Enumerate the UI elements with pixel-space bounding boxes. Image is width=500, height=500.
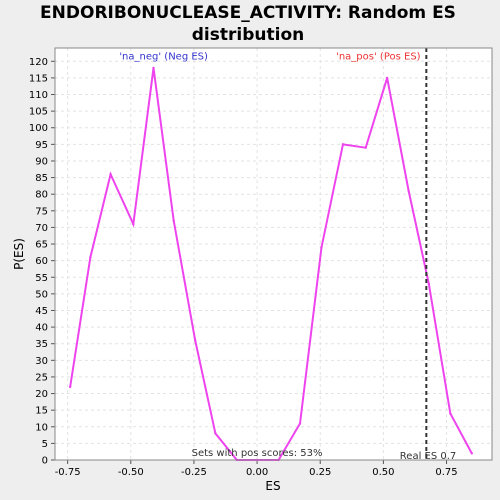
es-data-point — [449, 412, 452, 415]
x-tick-label: -0.50 — [118, 467, 144, 478]
y-tick-label: 105 — [29, 107, 48, 118]
y-tick-label: 90 — [35, 156, 48, 167]
es-distribution-points — [68, 66, 473, 462]
es-data-point — [470, 452, 473, 455]
y-tick-label: 120 — [29, 57, 48, 68]
y-tick-label: 15 — [35, 406, 48, 417]
x-tick-label: 0.25 — [309, 467, 331, 478]
y-tick-label: 60 — [35, 256, 48, 267]
x-axis-ticks: -0.75 -0.50 -0.25 0.00 0.25 0.50 0.75 — [55, 460, 458, 478]
neg-es-label: 'na_neg' (Neg ES) — [119, 52, 208, 63]
es-data-point — [320, 246, 323, 249]
y-tick-label: 75 — [35, 206, 48, 217]
y-tick-label: 45 — [35, 306, 48, 317]
y-tick-label: 25 — [35, 372, 48, 383]
x-tick-label: 0.00 — [246, 467, 268, 478]
y-tick-label: 5 — [42, 439, 48, 450]
es-data-point — [172, 219, 175, 222]
y-tick-label: 110 — [29, 90, 48, 101]
y-tick-label: 85 — [35, 173, 48, 184]
es-data-point — [214, 432, 217, 435]
x-tick-label: -0.25 — [181, 467, 207, 478]
es-data-point — [132, 222, 135, 226]
y-tick-label: 95 — [35, 140, 48, 151]
y-tick-label: 100 — [29, 123, 48, 134]
es-data-point — [89, 256, 92, 259]
pos-es-label: 'na_pos' (Pos ES) — [336, 52, 421, 63]
y-tick-label: 70 — [35, 223, 48, 234]
plot-border — [54, 47, 493, 461]
y-tick-label: 65 — [35, 240, 48, 251]
es-data-point — [407, 189, 410, 193]
y-axis-ticks: 0 5 10 15 20 25 30 35 40 45 50 55 60 65 70 75 80 85 90 95 10… — [29, 57, 55, 467]
es-data-point — [152, 66, 155, 70]
y-tick-label: 20 — [35, 389, 48, 400]
chart-title-line1: ENDORIBONUCLEASE_ACTIVITY: Random ES — [40, 3, 456, 23]
x-tick-label: 0.75 — [435, 467, 457, 478]
y-tick-label: 115 — [29, 73, 48, 84]
x-tick-label: 0.50 — [372, 467, 394, 478]
y-tick-label: 30 — [35, 356, 48, 367]
es-data-point — [193, 339, 197, 342]
real-es-text: Real ES 0.7 — [400, 451, 456, 462]
plot-area — [55, 48, 492, 460]
es-data-point — [364, 146, 367, 149]
y-tick-label: 80 — [35, 190, 48, 201]
y-axis-label: P(ES) — [12, 238, 26, 270]
es-data-point — [427, 282, 431, 286]
es-data-point — [341, 143, 345, 146]
y-tick-label: 0 — [42, 456, 48, 467]
es-data-point — [109, 173, 112, 176]
chart-title-line2: distribution — [192, 25, 304, 45]
y-tick-label: 55 — [35, 273, 48, 284]
es-data-point — [298, 422, 302, 425]
es-data-point — [68, 385, 72, 389]
es-data-point — [385, 76, 389, 80]
x-tick-label: -0.75 — [55, 467, 81, 478]
y-tick-label: 50 — [35, 289, 48, 300]
y-tick-label: 10 — [35, 422, 48, 433]
x-axis-label: ES — [265, 479, 280, 493]
y-tick-label: 40 — [35, 323, 48, 334]
sets-pos-scores-text: Sets with pos scores: 53% — [192, 448, 323, 459]
y-tick-label: 35 — [35, 339, 48, 350]
grid-lines — [55, 48, 492, 461]
